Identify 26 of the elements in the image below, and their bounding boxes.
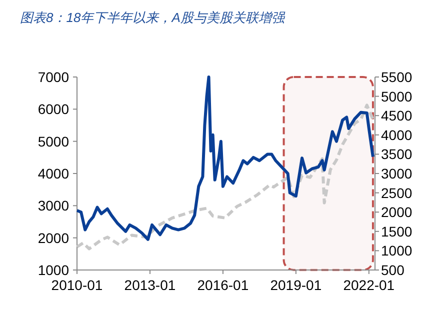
x-tick-label: 2013-01 [124,277,176,293]
y2-tick-label: 1000 [381,242,412,259]
y2-tick-label: 1500 [381,223,412,240]
y-tick-label: 6000 [38,101,70,118]
y2-tick-label: 4000 [381,126,412,143]
y2-tick-label: 3000 [381,166,412,182]
y-tick-label: 2000 [38,230,70,246]
y2-tick-label: 5500 [381,69,412,85]
x-tick-label: 2019-01 [270,277,322,293]
y2-tick-label: 2500 [381,184,412,201]
line-series [76,104,374,250]
x-tick-label: 2016-01 [197,277,249,293]
y2-tick-label: 2000 [381,204,412,220]
y-tick-label: 1000 [38,262,70,278]
y2-tick-label: 500 [381,262,405,278]
y-tick-label: 7000 [38,69,70,85]
chart-title: 图表8：18年下半年以来，A股与美股关联增强 [20,10,286,25]
y2-tick-label: 5000 [381,88,412,104]
line-series [76,76,374,241]
y-tick-label: 5000 [38,133,70,150]
y2-tick-label: 3500 [381,146,412,162]
y-tick-label: 3000 [38,198,70,214]
x-tick-label: 2010-01 [51,277,103,293]
y2-tick-label: 4500 [381,108,412,124]
y-tick-label: 4000 [38,166,70,182]
x-tick-label: 2022-01 [343,277,395,293]
